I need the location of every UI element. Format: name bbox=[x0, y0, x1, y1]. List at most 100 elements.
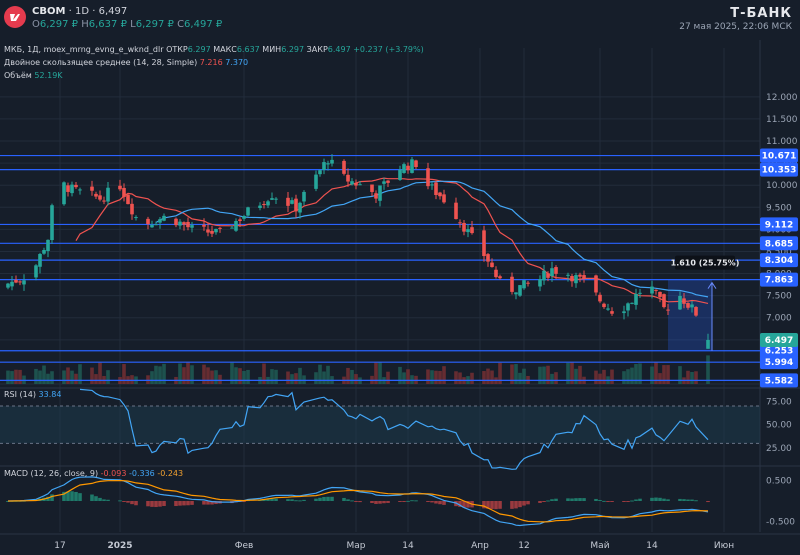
macd-hist-bar bbox=[434, 501, 438, 504]
candle bbox=[594, 274, 598, 296]
macd-hist-bar bbox=[526, 501, 530, 505]
volume-bar bbox=[566, 362, 570, 384]
macd-hist-bar bbox=[274, 498, 278, 501]
level-tag bbox=[760, 355, 798, 370]
macd-hist-bar bbox=[662, 498, 666, 501]
macd-hist-bar bbox=[406, 500, 410, 502]
candle bbox=[554, 265, 558, 280]
macd-hist-bar bbox=[490, 501, 494, 509]
candle bbox=[102, 196, 106, 205]
x-tick-label: Май bbox=[590, 541, 609, 551]
candle-body bbox=[542, 270, 546, 281]
volume-bar bbox=[386, 371, 390, 384]
candle bbox=[602, 302, 606, 309]
volume-bar bbox=[70, 370, 74, 384]
macd-hist-bar bbox=[354, 501, 358, 502]
volume-bar bbox=[326, 365, 330, 384]
macd-hist-bar bbox=[98, 497, 102, 501]
candle bbox=[382, 177, 386, 190]
macd-hist-bar bbox=[466, 501, 470, 508]
macd-hist-bar bbox=[134, 501, 138, 506]
macd-legend[interactable]: MACD (12, 26, close, 9) -0.093 -0.336 -0… bbox=[4, 469, 184, 478]
candle-body bbox=[246, 207, 250, 216]
candle bbox=[686, 302, 690, 310]
macd-hist-bar bbox=[206, 501, 210, 505]
candle-body bbox=[454, 202, 458, 220]
volume-bar bbox=[658, 373, 662, 384]
macd-hist-bar bbox=[518, 501, 522, 508]
candle bbox=[98, 190, 102, 202]
candle-body bbox=[274, 198, 278, 200]
candle-body bbox=[218, 227, 222, 229]
macd-hist-bar bbox=[270, 498, 274, 501]
volume-bar bbox=[162, 363, 166, 384]
candle bbox=[538, 275, 542, 292]
candle bbox=[10, 275, 14, 291]
candle bbox=[546, 271, 550, 282]
symbol-header[interactable]: CBOM · 1D · 6,497 bbox=[32, 6, 128, 17]
volume-legend[interactable]: Объём 52.19K bbox=[4, 71, 63, 80]
macd-hist-bar bbox=[358, 501, 362, 503]
candle-body bbox=[406, 165, 410, 171]
candle bbox=[498, 274, 502, 280]
candle bbox=[566, 272, 570, 282]
candle-body bbox=[342, 160, 346, 174]
macd-hist-bar bbox=[242, 501, 246, 502]
candle bbox=[398, 165, 402, 181]
macd-tick-label: -0.500 bbox=[766, 518, 795, 528]
candle bbox=[518, 284, 522, 297]
x-tick-label: 14 bbox=[646, 541, 658, 551]
volume-bar bbox=[522, 368, 526, 384]
volume-bar bbox=[398, 366, 402, 384]
candle-body bbox=[186, 221, 190, 228]
candle bbox=[206, 223, 210, 237]
volume-bar bbox=[290, 374, 294, 384]
candle-body bbox=[682, 298, 686, 304]
level-label: 10.353 bbox=[762, 166, 797, 176]
candle bbox=[694, 306, 698, 317]
ma-legend[interactable]: Двойное скользящее среднее (14, 28, Simp… bbox=[4, 58, 249, 67]
candle-body bbox=[430, 184, 434, 186]
candle-body bbox=[498, 276, 502, 279]
source-line: МКБ, 1Д, moex_mrng_evng_e_wknd_dlr bbox=[4, 45, 164, 54]
macd-hist-bar bbox=[626, 501, 630, 502]
last-price-tag bbox=[760, 332, 798, 347]
volume-bar bbox=[518, 372, 522, 384]
level-tag bbox=[760, 253, 798, 268]
volume-bar bbox=[694, 371, 698, 384]
volume-bar bbox=[230, 362, 234, 384]
candle-body bbox=[206, 229, 210, 233]
macd-hist-bar bbox=[62, 491, 66, 501]
symbol: CBOM bbox=[32, 6, 66, 17]
volume-bar bbox=[438, 370, 442, 384]
candle bbox=[318, 169, 322, 177]
volume-bar bbox=[634, 363, 638, 384]
macd-hist-bar bbox=[610, 501, 614, 502]
macd-hist-bar bbox=[214, 501, 218, 505]
candle bbox=[358, 180, 362, 186]
candle bbox=[378, 185, 382, 207]
macd-hist-bar bbox=[414, 500, 418, 502]
candle bbox=[326, 160, 330, 171]
volume-bar bbox=[262, 363, 266, 384]
macd-hist-bar bbox=[106, 499, 110, 501]
macd-hist-bar bbox=[346, 499, 350, 501]
y-tick-label: 11.000 bbox=[766, 137, 798, 147]
y-tick-label: 11.500 bbox=[766, 115, 798, 125]
rsi-legend[interactable]: RSI (14) 33.84 bbox=[4, 390, 62, 399]
macd-hist-bar bbox=[150, 501, 154, 507]
macd-hist-bar bbox=[402, 501, 406, 502]
candle bbox=[6, 282, 10, 290]
volume-bar bbox=[210, 370, 214, 384]
macd-hist-bar bbox=[658, 497, 662, 501]
macd-hist-bar bbox=[706, 501, 710, 503]
candle bbox=[202, 218, 206, 231]
candle bbox=[182, 221, 186, 231]
candle bbox=[230, 225, 234, 229]
volume-bar bbox=[510, 364, 514, 384]
macd-hist-bar bbox=[318, 497, 322, 501]
volume-bar bbox=[454, 371, 458, 384]
candle-body bbox=[162, 215, 166, 221]
macd-hist-bar bbox=[46, 496, 50, 501]
